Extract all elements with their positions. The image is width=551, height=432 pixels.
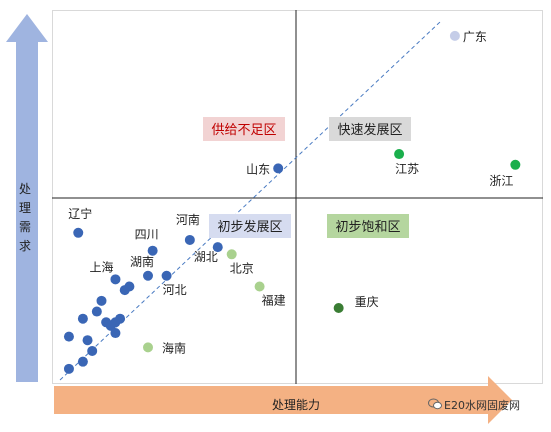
y-axis-arrow: [6, 14, 48, 382]
point-label: 河南: [176, 212, 200, 227]
point-unlabeled: [87, 345, 98, 356]
point-2: [510, 159, 521, 170]
point-label: 浙江: [489, 174, 513, 188]
x-axis-arrow: [54, 376, 512, 424]
point-unlabeled: [105, 320, 116, 331]
quadrant-label-text: 初步发展区: [217, 219, 282, 235]
quadrant-label-bg: [327, 214, 409, 238]
point-label: 山东: [246, 162, 270, 176]
point-label: 福建: [262, 293, 286, 308]
point-label: 湖北: [194, 249, 218, 264]
point-14: [143, 342, 153, 353]
quadrant-label-lower-left: 初步发展区: [209, 214, 291, 238]
point-label: 上海: [89, 259, 113, 274]
point-7: [212, 242, 223, 253]
x-axis-label: 处理能力: [272, 398, 321, 412]
point-label: 辽宁: [68, 206, 92, 221]
point-label: 河北: [163, 283, 187, 297]
quadrant-label-bg: [329, 117, 411, 141]
point-label: 江苏: [395, 162, 419, 176]
point-unlabeled: [96, 295, 107, 306]
quadrant-label-upper-left: 供给不足区: [203, 117, 285, 141]
quadrant-label-text: 供给不足区: [211, 123, 276, 138]
watermark: E20水网固废网: [444, 399, 520, 412]
point-unlabeled: [91, 306, 102, 317]
point-1: [394, 149, 405, 160]
point-unlabeled: [77, 313, 88, 324]
quadrant-label-bg: [203, 117, 285, 141]
point-unlabeled: [124, 281, 135, 292]
point-label: 北京: [230, 261, 254, 275]
point-0: [449, 30, 460, 41]
point-3: [273, 163, 284, 174]
wechat-icon: [428, 398, 442, 410]
quadrant-label-lower-right: 初步饱和区: [327, 214, 409, 238]
plot-frame: [52, 10, 543, 384]
point-10: [110, 274, 121, 285]
point-label: 四川: [135, 228, 159, 242]
point-13: [333, 302, 344, 313]
point-9: [143, 270, 153, 281]
point-8: [226, 249, 237, 260]
point-unlabeled: [110, 328, 121, 339]
point-11: [161, 270, 172, 281]
point-unlabeled: [82, 335, 93, 346]
point-4: [73, 227, 84, 238]
point-6: [147, 245, 158, 256]
point-unlabeled: [63, 363, 74, 374]
quadrant-label-text: 快速发展区: [337, 122, 402, 138]
point-label: 海南: [162, 340, 186, 355]
y-axis-label: 处理需求: [18, 182, 31, 253]
point-5: [184, 234, 195, 245]
quadrant-label-upper-right: 快速发展区: [329, 117, 411, 141]
quadrant-label-text: 初步饱和区: [335, 220, 400, 235]
point-label: 重庆: [355, 295, 379, 309]
point-unlabeled: [63, 331, 74, 342]
point-unlabeled: [77, 356, 88, 367]
quadrant-label-bg: [209, 214, 291, 238]
point-label: 广东: [463, 30, 487, 44]
point-label: 湖南: [130, 254, 154, 269]
point-12: [254, 281, 265, 292]
